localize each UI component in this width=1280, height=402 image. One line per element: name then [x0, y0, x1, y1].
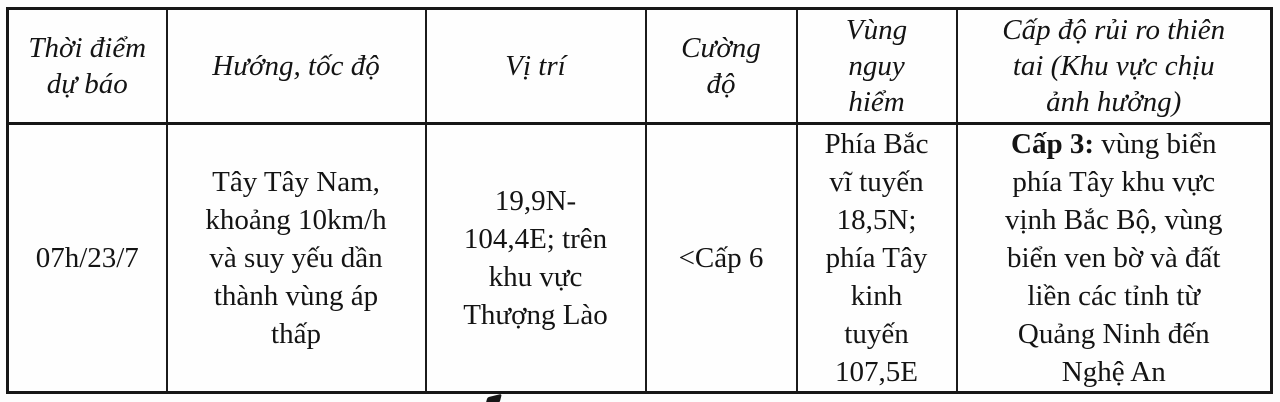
cell-position: 19,9N- 104,4E; trên khu vực Thượng Lào [424, 122, 647, 394]
table-row: 07h/23/7 Tây Tây Nam, khoảng 10km/h và s… [6, 122, 1273, 394]
cropped-text-fragment [485, 393, 502, 402]
cell-direction-speed: Tây Tây Nam, khoảng 10km/h và suy yếu dầ… [165, 122, 427, 394]
header-row: Thời điểm dự báo Hướng, tốc độ Vị trí Cư… [6, 7, 1273, 125]
col-header-intensity: Cường độ [644, 7, 798, 125]
col-header-direction-speed: Hướng, tốc độ [165, 7, 427, 125]
cell-risk-level: Cấp 3: vùng biển phía Tây khu vực vịnh B… [955, 122, 1273, 394]
col-header-forecast-time: Thời điểm dự báo [6, 7, 168, 125]
forecast-table: Thời điểm dự báo Hướng, tốc độ Vị trí Cư… [6, 7, 1273, 394]
col-header-danger-zone: Vùng nguy hiểm [795, 7, 958, 125]
cell-intensity: <Cấp 6 [644, 122, 798, 394]
risk-level-badge: Cấp 3: [1011, 128, 1095, 160]
risk-level-description: vùng biển phía Tây khu vực vịnh Bắc Bộ, … [1005, 128, 1223, 388]
col-header-risk-level: Cấp độ rủi ro thiên tai (Khu vực chịu ản… [955, 7, 1273, 125]
cell-danger-zone: Phía Bắc vĩ tuyến 18,5N; phía Tây kinh t… [795, 122, 958, 394]
cell-forecast-time: 07h/23/7 [6, 122, 168, 394]
col-header-position: Vị trí [424, 7, 647, 125]
